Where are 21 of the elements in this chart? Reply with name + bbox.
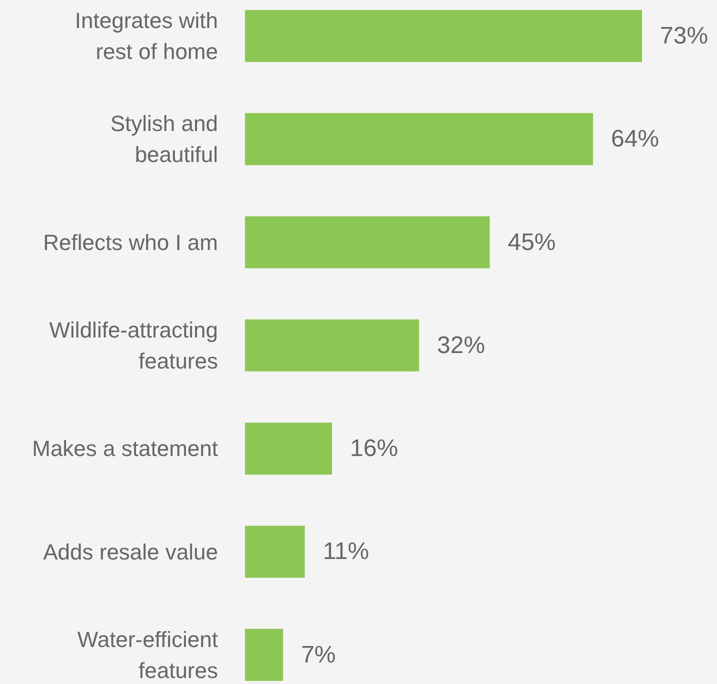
bar <box>245 526 305 578</box>
data-label: 7% <box>301 641 336 668</box>
bar <box>245 422 332 475</box>
bar <box>245 628 284 681</box>
data-label: 16% <box>350 435 398 462</box>
data-label: 73% <box>660 22 708 50</box>
y-tick-label: Reflects who I am <box>43 229 218 254</box>
bar <box>245 216 490 268</box>
y-tick-label: Stylish and beautiful <box>110 110 218 167</box>
y-tick-label: Adds resale value <box>43 538 218 564</box>
data-label: 64% <box>611 126 660 153</box>
bar <box>245 113 594 166</box>
data-label: 11% <box>322 538 370 566</box>
bar <box>245 10 642 62</box>
y-tick-label: Integrates with rest of home <box>74 8 218 64</box>
y-tick-label: Makes a statement <box>32 436 218 461</box>
y-tick-label: Wildlife-attracting features <box>49 317 218 373</box>
bar <box>245 319 420 372</box>
data-label: 45% <box>508 228 556 256</box>
data-label: 32% <box>437 332 486 359</box>
y-tick-label: Water-efficient features <box>77 626 218 682</box>
